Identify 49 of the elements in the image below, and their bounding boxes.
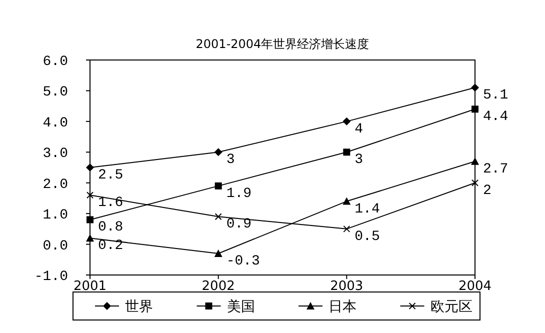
point <box>471 84 479 92</box>
data-label: 5.1 <box>483 88 508 104</box>
point <box>472 179 478 186</box>
point <box>214 182 222 190</box>
data-label: 4.4 <box>483 109 508 126</box>
data-label: 1.9 <box>226 186 252 202</box>
point <box>214 213 222 220</box>
point <box>86 216 94 224</box>
legend-label: 日本 <box>328 299 356 315</box>
data-label: 0.8 <box>98 220 124 236</box>
data-label: 3 <box>226 152 235 168</box>
point <box>471 157 479 165</box>
y-tick-label: 5.0 <box>42 84 68 101</box>
x-tick-label: 2004 <box>458 279 492 294</box>
y-tick-label: -1.0 <box>34 269 68 285</box>
data-label: 2 <box>483 182 492 199</box>
data-label: 1.4 <box>354 201 380 218</box>
y-tick-label: 0.0 <box>42 238 68 254</box>
point <box>86 164 94 172</box>
point <box>214 148 222 156</box>
y-tick-label: 2.0 <box>42 176 68 193</box>
legend-label: 欧元区 <box>430 299 472 315</box>
point <box>343 148 350 156</box>
point <box>86 234 94 242</box>
y-tick-label: 6.0 <box>42 54 68 70</box>
data-label: 0.2 <box>98 238 124 254</box>
data-label: 3 <box>354 152 364 168</box>
data-label: 2.7 <box>483 161 508 178</box>
legend-label: 世界 <box>125 299 153 315</box>
y-tick-label: 1.0 <box>42 208 68 224</box>
data-label: 0.5 <box>354 228 380 245</box>
chart-title: 2001-2004年世界经济增长速度 <box>196 37 370 51</box>
data-label: 1.6 <box>98 195 124 212</box>
point <box>214 250 222 257</box>
point <box>342 197 351 205</box>
data-label: 4 <box>354 121 364 138</box>
y-tick-label: 3.0 <box>42 146 68 162</box>
x-tick-label: 2003 <box>330 279 364 294</box>
x-tick-label: 2002 <box>202 279 235 294</box>
legend-label: 美国 <box>226 299 255 315</box>
point <box>343 225 350 232</box>
y-tick-label: 4.0 <box>42 115 68 132</box>
data-label: 0.9 <box>226 216 252 233</box>
data-label: 2.5 <box>98 168 124 184</box>
point <box>342 117 351 126</box>
x-tick-label: 2001 <box>73 279 107 294</box>
point <box>472 106 478 113</box>
data-label: -0.3 <box>226 254 260 270</box>
point <box>86 192 94 199</box>
